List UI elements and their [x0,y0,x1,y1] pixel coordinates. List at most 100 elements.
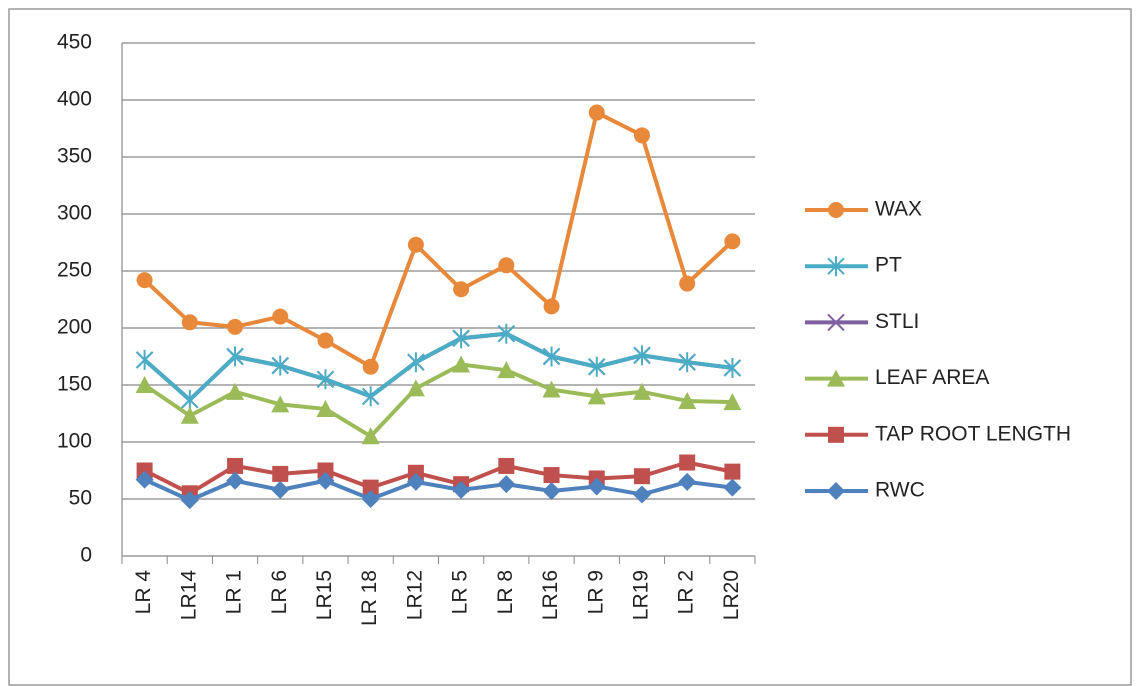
x-tick-label: LR19 [630,570,653,620]
data-point [452,480,471,499]
x-tick-label: LR 9 [584,570,607,614]
data-point [180,406,199,424]
legend-label: PT [875,254,902,277]
data-point [271,480,290,499]
data-point [361,386,380,407]
data-point [679,454,696,471]
legend-marker [827,313,845,332]
data-point [633,468,650,485]
data-point [588,104,605,121]
data-point [135,349,154,370]
data-point [407,236,424,253]
data-point [316,399,335,417]
data-point [361,427,380,445]
data-point [227,318,244,335]
data-point [453,281,470,298]
data-point [542,380,561,398]
legend-label: RWC [875,479,925,502]
legend-marker [827,369,845,387]
x-tick-label: LR12 [403,570,426,620]
data-point [587,477,606,496]
data-point [724,233,741,250]
data-point [588,356,606,377]
data-point [452,355,471,373]
data-point [316,369,335,390]
data-point [317,332,334,349]
data-point [271,395,290,413]
data-point [181,389,199,410]
chart-border [8,8,1132,686]
data-point [135,376,154,393]
y-tick-label: 300 [57,202,92,225]
data-point [271,355,289,376]
legend-marker [828,426,844,443]
data-point [226,382,245,400]
data-point [452,328,470,349]
x-tick-label: LR16 [539,570,562,620]
x-tick-label: LR 5 [449,570,472,614]
data-point [226,471,245,490]
data-point [272,308,289,325]
data-point [272,465,289,482]
series-line [143,362,733,439]
x-tick-label: LR15 [313,570,336,620]
y-tick-label: 350 [57,145,92,168]
data-point [542,482,561,501]
data-point [542,346,561,367]
y-tick-label: 400 [57,88,92,111]
data-point [136,462,153,479]
data-point [633,345,651,366]
y-tick-label: 100 [57,430,92,453]
x-tick-label: LR20 [720,570,743,620]
data-point [678,472,697,491]
data-point [723,357,742,378]
x-tick-label: LR 2 [675,570,698,614]
data-point [632,382,651,400]
data-point [679,275,696,292]
data-point [407,352,425,373]
legend-label: STLI [875,310,919,333]
x-tick-label: LR 8 [494,570,517,614]
data-point [407,464,424,481]
series-line [143,331,733,402]
data-point [362,479,379,496]
data-point [181,314,198,331]
data-point [227,457,244,474]
y-tick-label: 50 [69,487,92,510]
data-point [543,467,560,484]
data-point [497,323,516,344]
data-point [723,478,742,497]
data-point [136,272,153,289]
data-point [226,346,244,367]
data-point [135,470,154,489]
y-tick-label: 150 [57,373,92,396]
y-tick-label: 0 [80,544,92,567]
data-point [406,379,425,397]
data-point [316,471,335,490]
legend-label: WAX [875,198,922,221]
data-point [362,358,379,375]
x-tick-label: LR 1 [223,570,246,614]
legend-label: LEAF AREA [875,366,989,389]
y-tick-label: 200 [57,316,92,339]
data-point [724,463,741,480]
data-point [180,491,199,510]
legend-label: TAP ROOT LENGTH [875,422,1071,445]
x-tick-label: LR 4 [132,570,155,615]
legend-marker [827,256,845,277]
x-tick-label: LR 18 [358,570,381,626]
data-point [543,298,560,315]
data-point [498,457,515,474]
y-tick-label: 450 [57,31,92,54]
data-point [587,387,606,405]
x-tick-label: LR14 [177,570,200,621]
data-point [678,391,697,409]
data-point [361,490,380,508]
legend-marker [828,202,844,218]
data-point [633,127,650,144]
data-point [497,475,516,494]
y-tick-label: 250 [57,259,92,282]
data-point [497,361,516,379]
x-tick-label: LR 6 [268,570,291,614]
